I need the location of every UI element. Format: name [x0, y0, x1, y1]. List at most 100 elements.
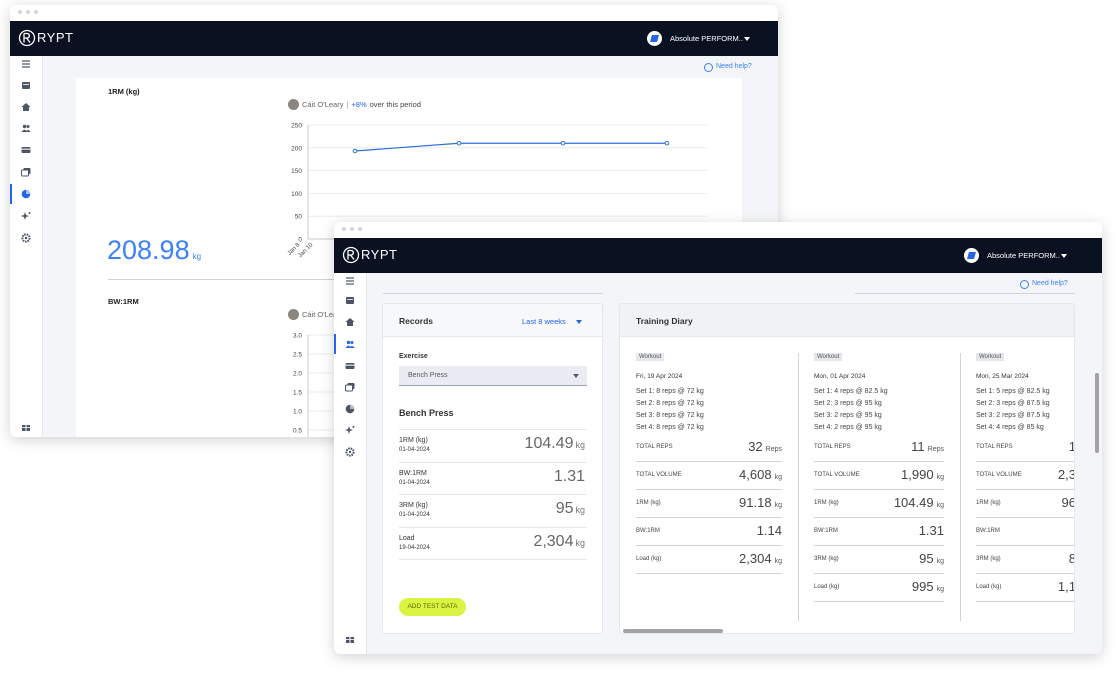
nav-icon[interactable]: [21, 422, 31, 432]
record-value-box: 2,304 kg: [533, 533, 585, 551]
chart-title: BW:1RM: [108, 297, 139, 306]
stat-label: TOTAL VOLUME: [636, 472, 682, 478]
stat-value-box: 1.14: [757, 523, 782, 538]
stat-value-box: 11 Reps: [911, 439, 944, 454]
stat-label: 3RM (kg): [976, 556, 1001, 562]
y-tick-label: 1.5: [293, 390, 302, 397]
stat-line: [976, 517, 1074, 518]
nav-icon[interactable]: [21, 211, 31, 221]
nav-icon[interactable]: [21, 233, 31, 243]
v-scrollbar: [1095, 373, 1099, 453]
nav-icon[interactable]: [21, 167, 31, 177]
stat-value: 11: [911, 439, 925, 454]
workout-tag: Workout: [636, 353, 665, 361]
record-date: 19-04-2024: [399, 544, 430, 551]
stat-value-box: 8: [1069, 551, 1074, 566]
sidebar: [10, 56, 43, 437]
nav-icon[interactable]: [21, 145, 31, 155]
card-title: Records: [399, 316, 434, 326]
nav-icon[interactable]: [345, 276, 355, 286]
stat-label: BW:1RM: [814, 528, 838, 534]
record-name: 3RM (kg): [399, 502, 428, 509]
icon-part: [347, 299, 353, 300]
workout-tag: Workout: [814, 353, 843, 361]
data-point: [352, 148, 358, 154]
y-tick-label: 250: [291, 123, 302, 130]
stat-line: [814, 601, 944, 602]
icon-part: [21, 233, 31, 243]
stat-label: Load (kg): [636, 556, 662, 562]
period-select[interactable]: Last 8 weeks: [522, 317, 566, 326]
stat-unit: kg: [774, 474, 782, 481]
sidebar: [334, 273, 367, 654]
add-test-button[interactable]: ADD TEST DATA: [399, 598, 466, 616]
stat-unit: Reps: [927, 446, 944, 453]
stat-unit: kg: [774, 502, 782, 509]
diary-column: Workout Mon, 25 Mar 2024 Set 1: 5 reps @ 8…: [976, 304, 1075, 633]
help-icon[interactable]: [1020, 280, 1029, 289]
set-line: Set 1: 5 reps @ 82.5 kg: [976, 388, 1050, 395]
workout-tag: Workout: [976, 353, 1005, 361]
help-icon[interactable]: [704, 63, 713, 72]
caret: [1061, 254, 1067, 258]
diary-column: Workout Mon, 01 Apr 2024 Set 1: 4 reps @ 8…: [814, 304, 944, 633]
stat-value: 1.31: [918, 523, 944, 538]
record-unit: kg: [575, 505, 585, 515]
nav-icon[interactable]: [345, 339, 355, 349]
card-title: Training Diary: [636, 316, 693, 326]
nav-icon[interactable]: [345, 447, 355, 457]
nav-icon[interactable]: [345, 425, 355, 435]
data-point: [664, 140, 670, 146]
icon-part: [22, 60, 30, 62]
nav-icon[interactable]: [21, 80, 31, 90]
nav-icon[interactable]: [21, 189, 31, 199]
avatar-mark: [967, 252, 976, 259]
row-line: [399, 526, 587, 528]
row-line: [399, 494, 587, 495]
app-header: RYPT Absolute PERFORM..: [10, 21, 778, 56]
exercise-select[interactable]: Bench Press: [399, 366, 587, 386]
icon-part: [345, 384, 353, 392]
record-value: 2,304: [533, 532, 574, 550]
stat-line: [814, 489, 944, 490]
nav-icon[interactable]: [21, 123, 31, 133]
account-avatar[interactable]: [964, 248, 979, 263]
nav-icon[interactable]: [345, 382, 355, 392]
caret: [573, 374, 579, 378]
stat-unit: kg: [936, 502, 944, 509]
help-link[interactable]: Need help?: [1032, 280, 1068, 287]
nav-icon[interactable]: [345, 634, 355, 644]
legend-name: Cáit O'Leary: [302, 99, 344, 109]
nav-icon[interactable]: [345, 295, 355, 305]
nav-icon[interactable]: [345, 317, 355, 327]
icon-part: [345, 363, 355, 369]
logo-letter: [347, 249, 355, 260]
nav-icon[interactable]: [345, 404, 355, 414]
set-line: Set 3: 8 reps @ 72 kg: [636, 412, 704, 419]
account-name[interactable]: Absolute PERFORM..: [670, 34, 743, 43]
nav-icon[interactable]: [21, 102, 31, 112]
legend-avatar: [288, 308, 299, 320]
stat-value-box: 1,1: [1058, 579, 1074, 594]
active-marker: [10, 184, 12, 204]
account-name[interactable]: Absolute PERFORM..: [987, 251, 1060, 260]
stat-value-box: 95 kg: [919, 551, 944, 566]
record-value-box: 95 kg: [556, 500, 585, 518]
icon-part: [345, 447, 355, 457]
row-line: [399, 461, 587, 463]
icon-part: [345, 318, 355, 326]
stat-value-box: 2,3: [1058, 467, 1074, 482]
set-line: Set 3: 2 reps @ 95 kg: [814, 412, 882, 419]
exercise-select-value: Bench Press: [408, 372, 448, 379]
logo-letter: [23, 32, 31, 43]
nav-icon[interactable]: [21, 59, 31, 69]
logo-mark: [342, 246, 360, 264]
help-link[interactable]: Need help?: [716, 63, 752, 70]
card-edge: [383, 293, 603, 294]
front-window: RYPT Absolute PERFORM.. Need help? Records L…: [334, 222, 1102, 654]
stat-value-box: 1,990 kg: [901, 467, 944, 482]
account-avatar[interactable]: [647, 31, 662, 46]
stat-value: 96: [1061, 495, 1075, 510]
nav-icon[interactable]: [345, 361, 355, 371]
